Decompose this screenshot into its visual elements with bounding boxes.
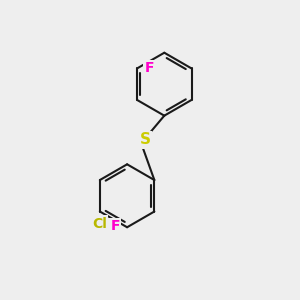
Text: F: F: [144, 61, 154, 76]
Text: Cl: Cl: [92, 217, 107, 230]
Text: F: F: [110, 219, 120, 233]
Text: S: S: [140, 133, 151, 148]
